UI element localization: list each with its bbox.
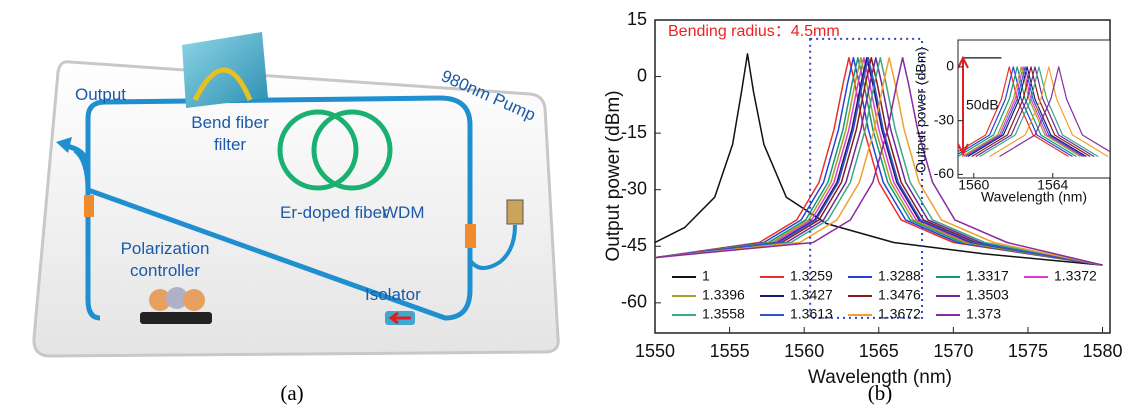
- panel-b: Bending radius：4.5mm Wavelength (nm) Out…: [603, 9, 1123, 405]
- series-line: [971, 66, 1091, 158]
- board: [32, 60, 560, 358]
- paddle: [183, 289, 205, 311]
- er-coil: [311, 109, 393, 191]
- legend-label: 1.3503: [966, 287, 1009, 303]
- inset-x-tick-label: 1560: [958, 177, 989, 193]
- inset-y-title: Output power (dBm): [913, 47, 929, 173]
- inset-x-tick-label: 1564: [1037, 177, 1068, 193]
- controller: [140, 312, 212, 324]
- label: Bend fiber: [191, 113, 269, 132]
- x-tick-label: 1550: [635, 341, 675, 361]
- y-tick-label: 0: [637, 65, 647, 85]
- x-tick-label: 1565: [859, 341, 899, 361]
- x-axis-title: Wavelength (nm): [808, 367, 952, 388]
- annotation: Bending radius：4.5mm: [668, 23, 840, 40]
- inset-arrow: [957, 55, 969, 157]
- series-line: [975, 66, 1095, 158]
- legend-label: 1.3613: [790, 306, 833, 322]
- y-tick-label: 15: [627, 9, 647, 29]
- inset-x-title: Wavelength (nm): [981, 189, 1087, 205]
- bend-fiber: [192, 67, 253, 102]
- label: Output: [75, 85, 126, 104]
- y-tick-label: -15: [621, 122, 647, 142]
- paddle: [166, 287, 188, 309]
- label: Isolator: [365, 285, 421, 304]
- label: Er-doped fiber: [280, 203, 388, 222]
- y-axis-title: Output power (dBm): [603, 90, 624, 261]
- y-tick-label: -30: [621, 178, 647, 198]
- caption: (a): [280, 381, 303, 405]
- label: filter: [214, 135, 246, 154]
- legend-label: 1: [702, 268, 710, 284]
- legend-label: 1.3476: [878, 287, 921, 303]
- label: WDM: [382, 203, 424, 222]
- legend-label: 1.3672: [878, 306, 921, 322]
- series-line: [655, 56, 1103, 266]
- series-line: [655, 56, 1103, 266]
- label: controller: [130, 261, 200, 280]
- series-line: [958, 66, 1073, 158]
- inset-annotation: 50dB: [966, 97, 999, 113]
- wdm: [465, 224, 476, 248]
- inset-lines: [958, 57, 1110, 158]
- series-line: [655, 56, 1103, 266]
- legend-label: 1.373: [966, 306, 1001, 322]
- series-line: [655, 56, 1103, 266]
- pump: [506, 199, 524, 225]
- panel-a: Output Bend fiber filter 980nm Pump Er-d…: [32, 32, 560, 405]
- legend-label: 1.3317: [966, 268, 1009, 284]
- highlight-box: [809, 37, 924, 319]
- coupler: [84, 195, 94, 217]
- x-tick-label: 1555: [710, 341, 750, 361]
- x-tick-label: 1560: [784, 341, 824, 361]
- pump-fiber: [468, 224, 517, 270]
- series-line: [655, 56, 1103, 266]
- series-line: [979, 66, 1099, 158]
- legend-label: 1.3259: [790, 268, 833, 284]
- series-line: [655, 56, 1103, 266]
- series-line: [655, 56, 1103, 266]
- isolator-arrow: [388, 311, 411, 325]
- plot-lines: [655, 53, 1103, 266]
- paddle: [149, 289, 171, 311]
- legend-label: 1.3427: [790, 287, 833, 303]
- series-line: [655, 56, 1103, 266]
- inset-y-tick-label: -30: [934, 111, 954, 127]
- er-coil: [277, 109, 359, 191]
- output-arrow: [56, 137, 72, 153]
- y-tick-label: -60: [621, 292, 647, 312]
- caption: (b): [868, 381, 893, 405]
- inset-y-tick-label: -60: [934, 165, 954, 181]
- series-line: [989, 66, 1109, 158]
- series-line: [958, 66, 1069, 158]
- series-line: [655, 53, 1103, 266]
- legend-label: 1.3396: [702, 287, 745, 303]
- series-line: [655, 56, 1103, 266]
- x-tick-label: 1570: [933, 341, 973, 361]
- legend-label: 1.3288: [878, 268, 921, 284]
- series-line: [963, 66, 1083, 158]
- series-line: [965, 66, 1085, 158]
- series-line: [958, 66, 1077, 158]
- series-line: [655, 56, 1103, 266]
- series-line: [999, 66, 1110, 158]
- y-tick-label: -45: [621, 235, 647, 255]
- series-line: [967, 66, 1087, 158]
- series-line: [961, 66, 1081, 158]
- series-line: [655, 56, 1103, 266]
- label: Polarization: [121, 239, 210, 258]
- x-tick-label: 1575: [1008, 341, 1048, 361]
- inset-y-tick-label: 0: [946, 58, 954, 74]
- legend-label: 1.3558: [702, 306, 745, 322]
- x-tick-label: 1580: [1083, 341, 1123, 361]
- legend-label: 1.3372: [1054, 268, 1097, 284]
- fiber-loop: [73, 95, 473, 321]
- series-line: [655, 56, 1103, 266]
